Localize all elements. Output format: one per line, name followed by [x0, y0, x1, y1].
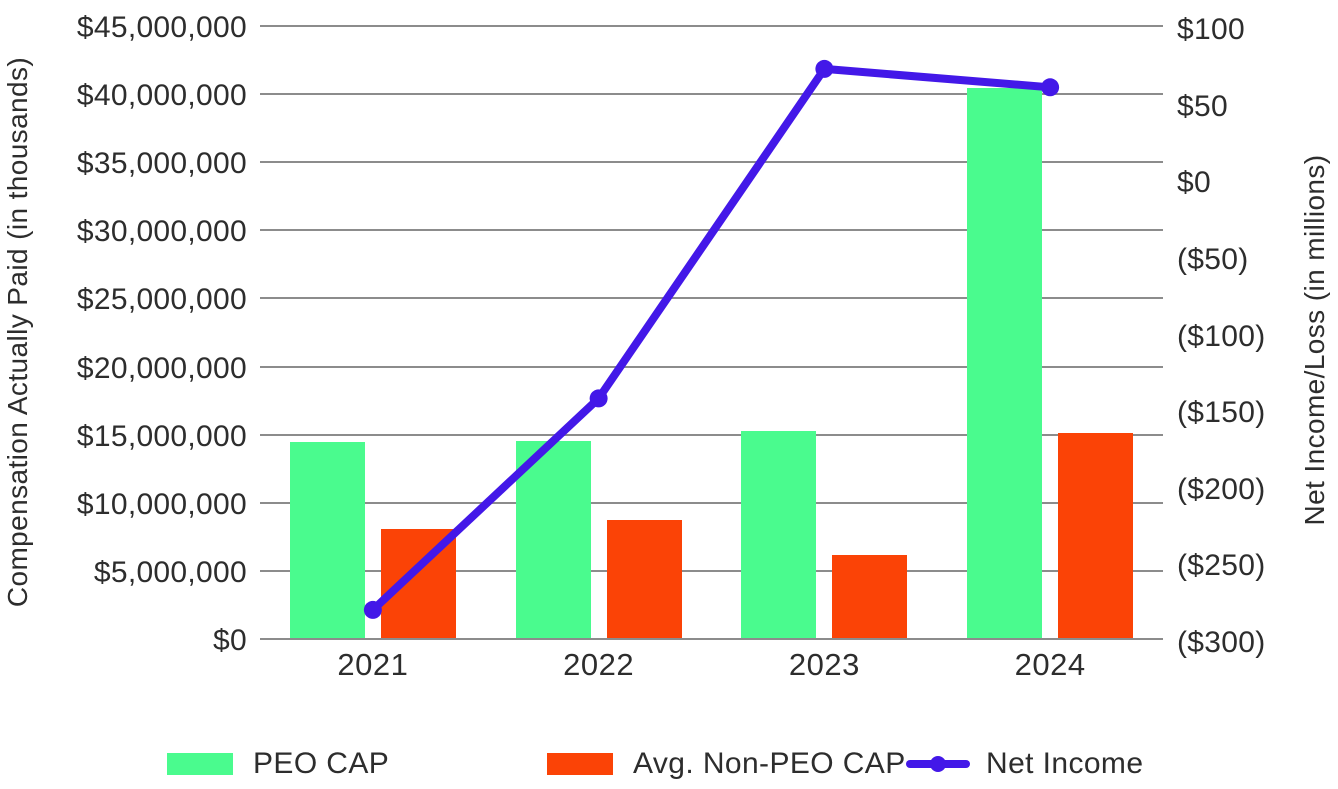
bar-peo-cap-2021 — [289, 442, 365, 639]
left-axis-tick-label: $0 — [213, 624, 247, 657]
left-axis-tick-label: $45,000,000 — [76, 11, 247, 44]
right-axis-tick-label: ($250) — [1177, 549, 1266, 583]
legend-item-net-income: Net Income — [906, 744, 1143, 784]
left-axis-tick-label: $40,000,000 — [76, 79, 247, 113]
left-axis-tick-label: $10,000,000 — [76, 487, 247, 521]
x-axis-label-2022: 2022 — [563, 647, 635, 682]
right-axis-tick-label: ($100) — [1177, 319, 1266, 353]
right-axis-title: Net Income/Loss (in millions) — [1299, 154, 1330, 526]
net-income-line-swatch-icon — [906, 753, 970, 775]
legend-label-net-income: Net Income — [986, 747, 1144, 780]
left-axis-tick-label: $25,000,000 — [76, 283, 247, 317]
avg-non-peo-cap-swatch-icon — [547, 753, 613, 775]
x-axis-baseline — [260, 638, 1163, 640]
peo-cap-swatch-icon — [167, 753, 233, 775]
right-axis-tick-label: $0 — [1177, 166, 1211, 200]
right-axis-tick-label: ($300) — [1177, 626, 1266, 659]
bar-avg-non-peo-cap-2024 — [1058, 432, 1134, 639]
right-axis-tick-label: ($200) — [1177, 472, 1266, 506]
legend-label-peo-cap: PEO CAP — [253, 747, 390, 780]
bar-peo-cap-2024 — [967, 87, 1043, 639]
bar-peo-cap-2022 — [515, 440, 591, 639]
net-income-point — [589, 389, 608, 408]
left-axis-tick-label: $20,000,000 — [76, 351, 247, 385]
right-axis-tick-label: ($50) — [1177, 242, 1249, 276]
right-axis-tick-label: ($150) — [1177, 396, 1266, 430]
x-axis-label-2021: 2021 — [337, 647, 409, 682]
bar-avg-non-peo-cap-2022 — [606, 520, 682, 639]
left-axis-tick-label: $30,000,000 — [76, 215, 247, 249]
left-axis-tick-label: $5,000,000 — [93, 555, 247, 589]
legend-label-avg-non-peo-cap: Avg. Non-PEO CAP — [633, 747, 906, 780]
left-axis-title: Compensation Actually Paid (in thousands… — [2, 56, 33, 608]
left-axis-tick-label: $15,000,000 — [76, 419, 247, 453]
legend: PEO CAP Avg. Non-PEO CAP Net Income — [0, 744, 1338, 784]
bar-avg-non-peo-cap-2021 — [380, 528, 456, 639]
bar-peo-cap-2023 — [741, 430, 817, 639]
left-axis-tick-label: $35,000,000 — [76, 147, 247, 181]
gridline — [260, 25, 1163, 27]
right-axis-tick-label: $50 — [1177, 89, 1228, 123]
bar-avg-non-peo-cap-2023 — [832, 555, 908, 639]
right-axis-tick-label: $100 — [1177, 13, 1245, 46]
net-income-point — [815, 59, 834, 78]
legend-item-peo-cap: PEO CAP — [167, 744, 389, 784]
legend-item-avg-non-peo-cap: Avg. Non-PEO CAP — [547, 744, 906, 784]
x-axis-label-2023: 2023 — [788, 647, 860, 682]
x-axis-label-2024: 2024 — [1014, 647, 1086, 682]
net-income-point — [363, 600, 382, 619]
